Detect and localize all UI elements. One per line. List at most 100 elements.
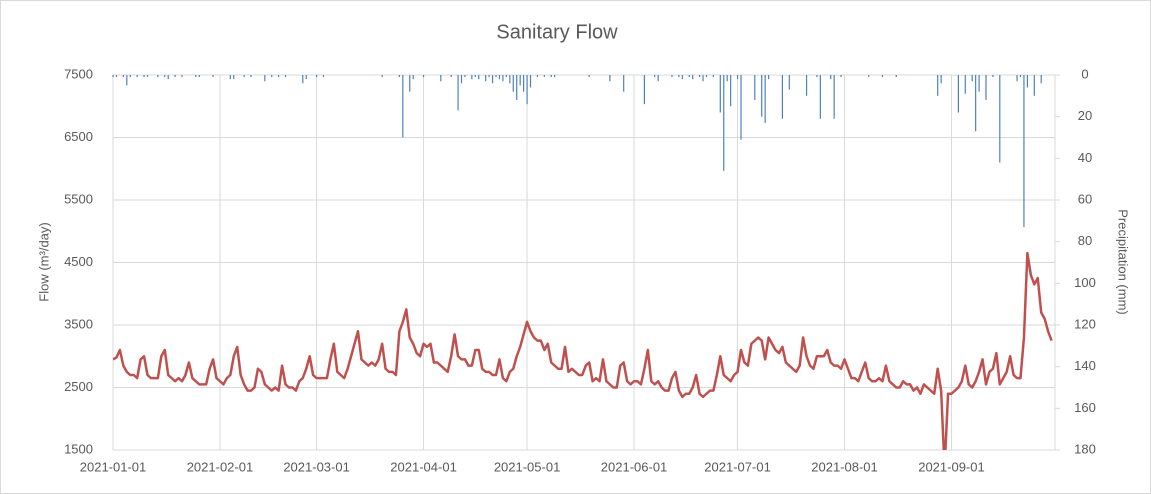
precipitation-bar (730, 75, 732, 107)
y2-tick-label: 40 (1078, 150, 1092, 165)
precipitation-bar (478, 75, 480, 80)
precipitation-bar (136, 75, 138, 78)
precipitation-bar (474, 75, 476, 78)
precipitation-bar (233, 75, 235, 80)
x-tick-label: 2021-01-01 (80, 459, 147, 474)
precipitation-bar (726, 75, 728, 82)
precipitation-bar (129, 75, 131, 78)
precipitation-bar (505, 75, 507, 78)
precipitation-bar (523, 75, 525, 92)
precipitation-bar (519, 75, 521, 86)
precipitation-bar (495, 75, 497, 78)
y2-tick-label: 100 (1074, 275, 1096, 290)
precipitation-bar (764, 75, 766, 123)
precipitation-bar (1040, 75, 1042, 84)
precipitation-bar (516, 75, 518, 100)
lines (113, 251, 1053, 450)
precipitation-bar (402, 75, 404, 138)
precipitation-bar (588, 75, 590, 78)
precipitation-bar (840, 75, 842, 78)
precipitation-bar (1023, 75, 1025, 228)
precipitation-bar (174, 75, 176, 78)
y2-tick-label: 0 (1081, 66, 1088, 81)
precipitation-bar (536, 75, 539, 78)
y2-tick-label: 120 (1074, 316, 1096, 331)
precipitation-bar (409, 75, 411, 92)
precipitation-bar (512, 75, 514, 92)
precipitation-bar (450, 75, 452, 78)
precipitation-bar (146, 75, 149, 78)
x-tick-label: 2021-07-01 (704, 459, 771, 474)
precipitation-bar (398, 75, 400, 78)
precipitation-bar (243, 75, 245, 78)
y-tick-label: 3500 (64, 316, 93, 331)
precipitation-bar (678, 75, 680, 78)
precipitation-bar (1019, 75, 1022, 78)
x-tick-label: 2021-04-01 (390, 459, 457, 474)
precipitation-bar (654, 75, 656, 78)
precipitation-bar (250, 75, 252, 78)
precipitation-bar (143, 75, 145, 78)
precipitation-bar (543, 75, 545, 78)
precipitation-bar (229, 75, 231, 80)
precipitation-bar (1016, 75, 1018, 82)
precipitation-bar (712, 75, 714, 78)
precipitation-bar (550, 75, 552, 78)
precipitation-bar (723, 75, 725, 171)
precipitation-bar (164, 75, 166, 78)
y2-tick-label: 180 (1074, 441, 1096, 456)
precipitation-bar (440, 75, 442, 82)
precipitation-bar (381, 75, 383, 78)
y2-tick-label: 60 (1078, 191, 1092, 206)
precipitation-bar (688, 75, 690, 78)
x-tick-label: 2021-08-01 (811, 459, 878, 474)
y2-tick-label: 80 (1078, 233, 1092, 248)
precipitation-bar (112, 75, 114, 78)
precipitation-bar (1026, 75, 1028, 88)
bars (112, 75, 1042, 228)
y-tick-label: 7500 (64, 66, 93, 81)
y2-tick-label: 20 (1078, 108, 1092, 123)
precipitation-bar (868, 75, 870, 78)
x-tick-label: 2021-09-01 (918, 459, 985, 474)
precipitation-bar (985, 75, 987, 100)
y2-axis-label: Precipitation (mm) (1116, 209, 1131, 314)
precipitation-bar (761, 75, 763, 117)
precipitation-bar (895, 75, 897, 78)
precipitation-bar (957, 75, 959, 113)
x-tick-label: 2021-06-01 (601, 459, 668, 474)
y-tick-label: 5500 (64, 191, 93, 206)
precipitation-bar (833, 75, 835, 119)
precipitation-bar (671, 75, 673, 78)
y-tick-label: 2500 (64, 379, 93, 394)
precipitation-bar (412, 75, 414, 80)
precipitation-bar (768, 75, 770, 80)
precipitation-bar (212, 75, 214, 78)
precipitation-bar (1033, 75, 1035, 96)
precipitation-bar (115, 75, 118, 78)
precipitation-bar (754, 75, 756, 100)
precipitation-bar (278, 75, 280, 78)
x-tick-label: 2021-02-01 (187, 459, 254, 474)
precipitation-bar (322, 75, 325, 78)
precipitation-bar (422, 75, 425, 78)
flow-line (113, 251, 1053, 450)
precipitation-bar (740, 75, 742, 140)
precipitation-bar (978, 75, 980, 92)
precipitation-bar (681, 75, 683, 80)
precipitation-bar (657, 75, 659, 82)
precipitation-bar (302, 75, 304, 84)
precipitation-bar (195, 75, 197, 78)
precipitation-bar (623, 75, 625, 92)
precipitation-bar (736, 75, 739, 80)
precipitation-bar (940, 75, 942, 84)
precipitation-bar (819, 75, 821, 119)
precipitation-bar (491, 75, 494, 84)
precipitation-bar (502, 75, 504, 82)
precipitation-bar (271, 75, 273, 78)
precipitation-bar (719, 75, 721, 113)
precipitation-bar (126, 75, 128, 86)
y-axis-label: Flow (m³/day) (36, 222, 51, 301)
precipitation-bar (702, 75, 704, 82)
